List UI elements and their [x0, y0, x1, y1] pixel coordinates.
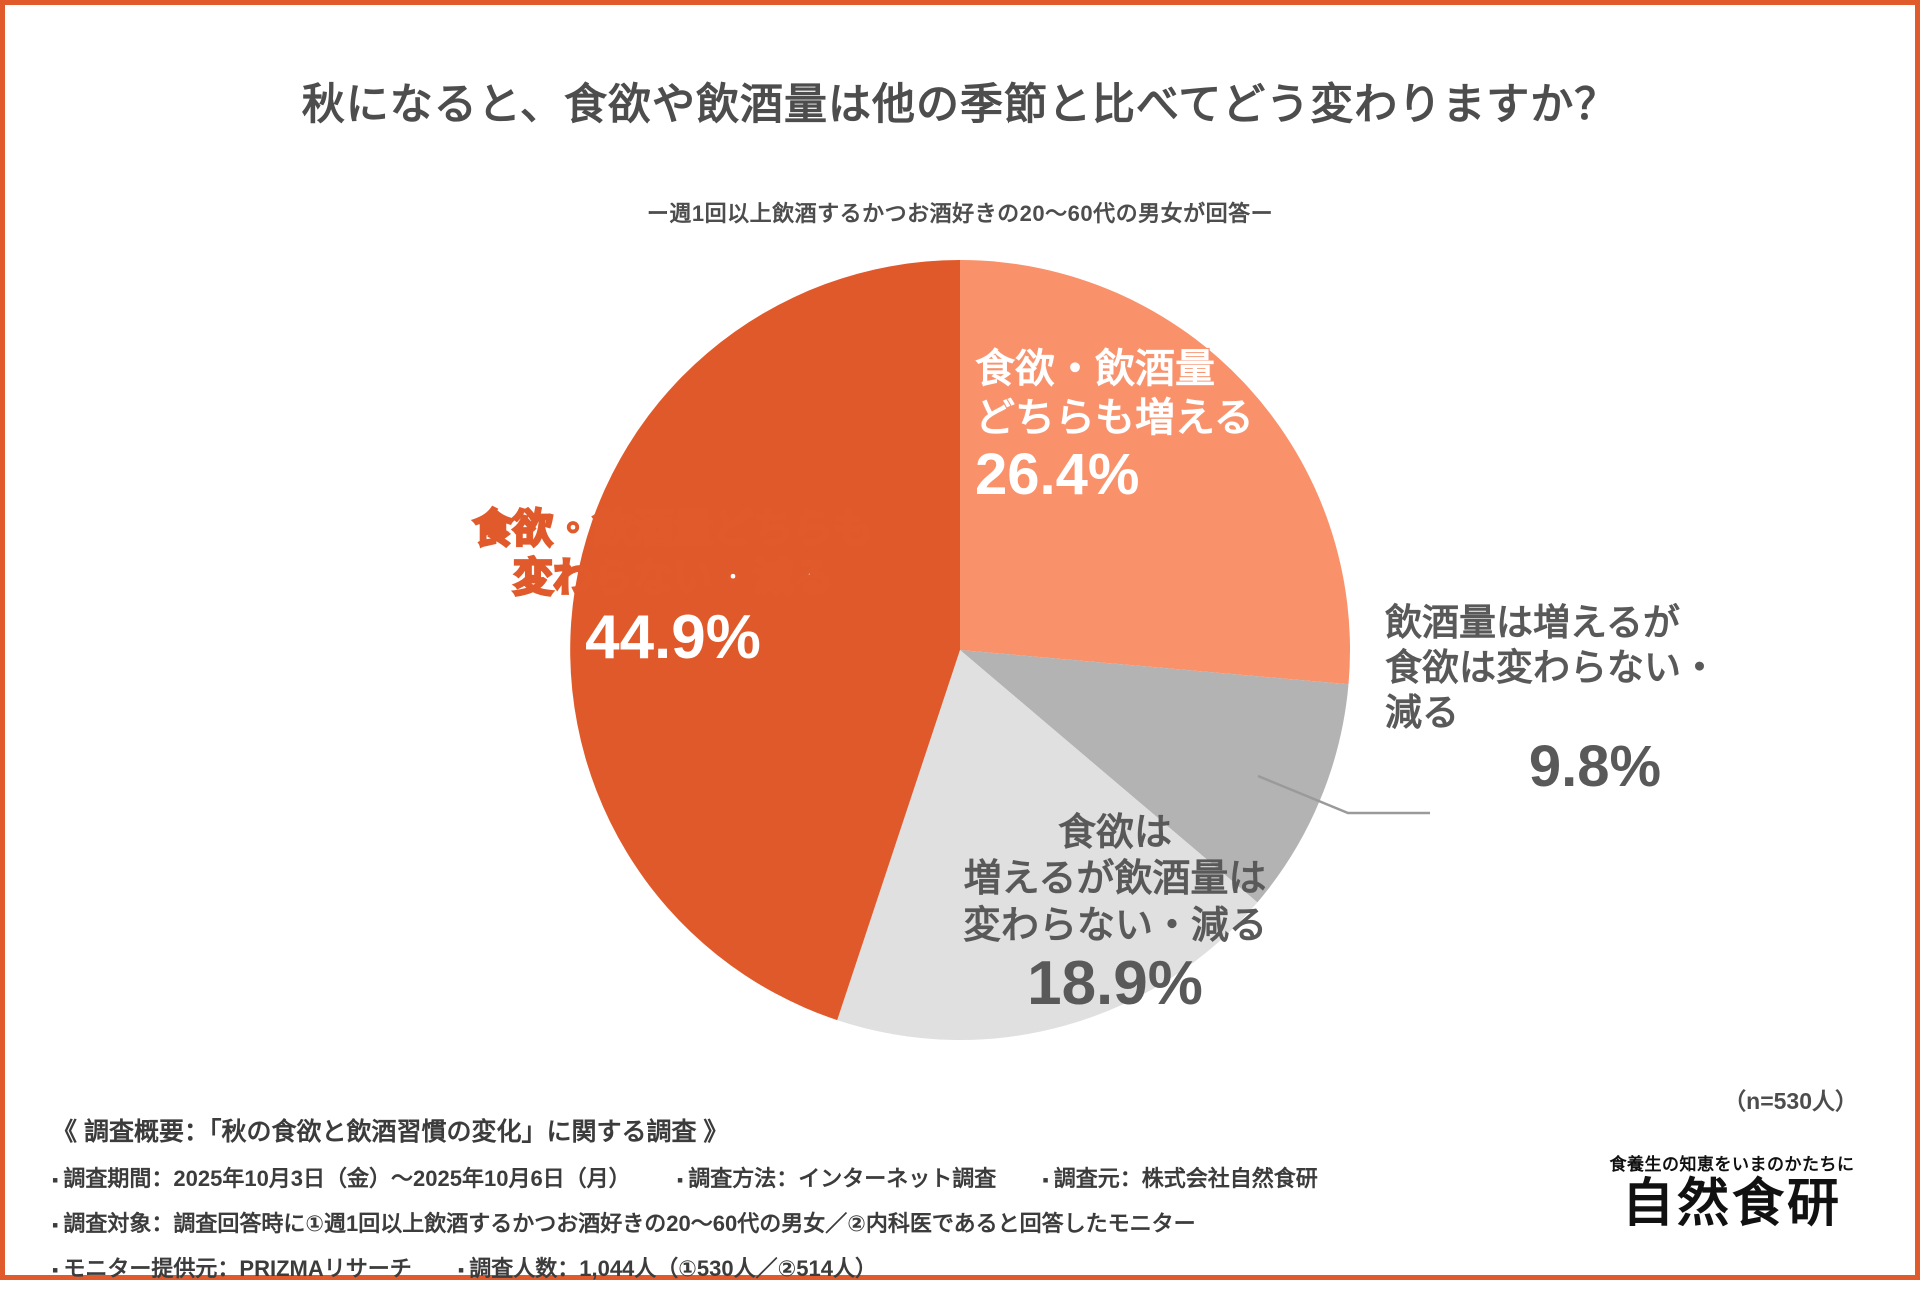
- survey-row-2: 調査対象：調査回答時に①週1回以上飲酒するかつお酒好きの20〜60代の男女／②内…: [52, 1206, 1612, 1238]
- survey-target: 調査対象：調査回答時に①週1回以上飲酒するかつお酒好きの20〜60代の男女／②内…: [52, 1211, 1196, 1236]
- slice-label-line2: どちらも増える: [974, 395, 1255, 441]
- leader-line: [1257, 774, 1430, 815]
- logo-name: 自然食研: [1621, 1173, 1842, 1234]
- slice-label-line1: 食欲・飲酒量: [974, 346, 1216, 392]
- pie-slices: [570, 260, 1351, 1040]
- slice-label-increase-both: 食欲・飲酒量 どちらも増える 26.4%: [974, 345, 1375, 507]
- slice-label-no-change-both: 食欲・飲酒量どちらも 変わらない・減る 44.9%: [378, 505, 968, 670]
- slice-percent-alcohol-only: 9.8%: [1528, 734, 1662, 800]
- survey-summary: 《 調査概要：「秋の食欲と飲酒習慣の変化」に関する調査 》 調査期間：2025年…: [52, 1112, 1612, 1296]
- monitor-provider: モニター提供元：PRIZMAリサーチ: [52, 1256, 412, 1281]
- pie-slice-appetite-only[interactable]: [837, 650, 1258, 1040]
- slice-percent-appetite-only: 18.9%: [1027, 949, 1203, 1019]
- survey-period: 調査期間：2025年10月3日（金）〜2025年10月6日（月）: [52, 1166, 631, 1191]
- pie-slice-no-change-both[interactable]: [570, 260, 960, 1021]
- slice-percent-no-change-both: 44.9%: [585, 602, 761, 672]
- slice-label-line2: 増えるが飲酒量は: [963, 858, 1267, 901]
- slice-label-line1: 飲酒量は増えるが: [1385, 602, 1680, 643]
- slice-label-line1: 食欲・飲酒量どちらも: [472, 506, 875, 553]
- company-logo: 食養生の知恵をいまのかたちに 自然食研: [1602, 1150, 1862, 1232]
- pie-slice-increase-both[interactable]: [960, 260, 1351, 685]
- page-title: 秋になると、食欲や飲酒量は他の季節と比べてどう変わりますか？: [301, 81, 1619, 129]
- slice-label-appetite-only: 食欲は 増えるが飲酒量は 変わらない・減る 18.9%: [890, 810, 1340, 1016]
- logo-tagline: 食養生の知恵をいまのかたちに: [1609, 1155, 1855, 1174]
- slice-label-line2: 食欲は変わらない・: [1385, 647, 1718, 689]
- survey-row-1: 調査期間：2025年10月3日（金）〜2025年10月6日（月） 調査方法：イン…: [52, 1161, 1612, 1193]
- slice-label-line3: 減る: [1385, 692, 1459, 734]
- survey-source: 調査元：株式会社自然食研: [1042, 1166, 1317, 1191]
- survey-method: 調査方法：インターネット調査: [677, 1166, 996, 1191]
- respondent-count: 調査人数：1,044人（①530人／②514人）: [458, 1256, 877, 1281]
- pie-slice-alcohol-only[interactable]: [960, 650, 1349, 903]
- slice-label-alcohol-only: 飲酒量は増えるが 食欲は変わらない・ 減る 9.8%: [1385, 600, 1805, 798]
- slice-label-line2: 変わらない・減る: [512, 554, 835, 601]
- survey-heading: 《 調査概要：「秋の食欲と飲酒習慣の変化」に関する調査 》: [52, 1118, 729, 1146]
- slice-percent-increase-both: 26.4%: [975, 441, 1140, 507]
- sample-size-note: （n=530人）: [1723, 1088, 1858, 1114]
- page-subtitle: ー週1回以上飲酒するかつお酒好きの20〜60代の男女が回答ー: [646, 201, 1274, 226]
- survey-row-3: モニター提供元：PRIZMAリサーチ 調査人数：1,044人（①530人／②51…: [52, 1251, 1612, 1283]
- slice-label-line3: 変わらない・減る: [962, 904, 1267, 947]
- slice-label-line1: 食欲は: [1057, 812, 1172, 854]
